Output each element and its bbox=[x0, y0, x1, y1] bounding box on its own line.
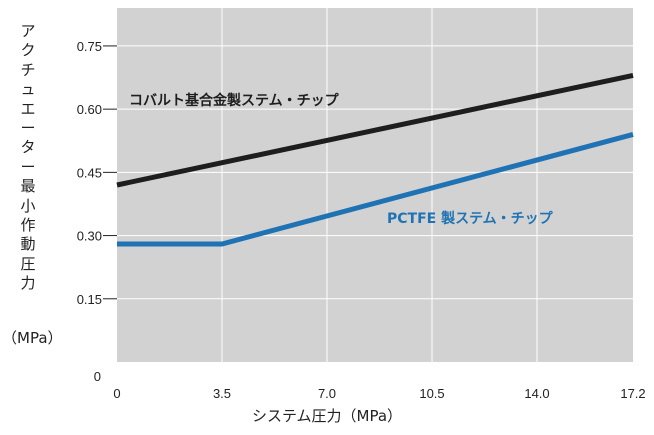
y-tick-label: 0.45 bbox=[77, 165, 102, 180]
y-axis-ticks: 0 0.15 0.30 0.45 0.60 0.75 bbox=[77, 39, 117, 384]
y-tick-label: 0 bbox=[94, 369, 101, 384]
series-labels: コバルト基合金製ステム・チップ PCTFE 製ステム・チップ bbox=[129, 92, 554, 227]
grid-lines bbox=[117, 8, 633, 362]
x-tick-label: 7.0 bbox=[318, 386, 336, 401]
x-tick-label: 14.0 bbox=[524, 386, 549, 401]
series-label: コバルト基合金製ステム・チップ bbox=[129, 92, 340, 109]
y-axis-unit: （MPa） bbox=[2, 329, 63, 347]
series-group bbox=[116, 72, 634, 247]
series-label: PCTFE 製ステム・チップ bbox=[387, 210, 554, 227]
x-tick-label: 3.5 bbox=[213, 386, 231, 401]
y-tick-label: 0.15 bbox=[77, 292, 102, 307]
y-tick-label: 0.75 bbox=[77, 39, 102, 54]
x-axis-ticks: 0 3.5 7.0 10.5 14.0 17.2 bbox=[113, 386, 645, 401]
y-tick-label: 0.60 bbox=[77, 102, 102, 117]
y-tick-label: 0.30 bbox=[77, 229, 102, 244]
x-tick-label: 0 bbox=[113, 386, 120, 401]
x-tick-label: 10.5 bbox=[419, 386, 444, 401]
series-line bbox=[116, 72, 634, 188]
plot-area bbox=[117, 8, 633, 362]
x-axis-title: システム圧力（MPa） bbox=[251, 407, 403, 425]
series-line bbox=[117, 131, 634, 247]
x-tick-label: 17.2 bbox=[620, 386, 645, 401]
y-axis-title: アクチュエーター最小作動圧力 bbox=[20, 22, 36, 293]
